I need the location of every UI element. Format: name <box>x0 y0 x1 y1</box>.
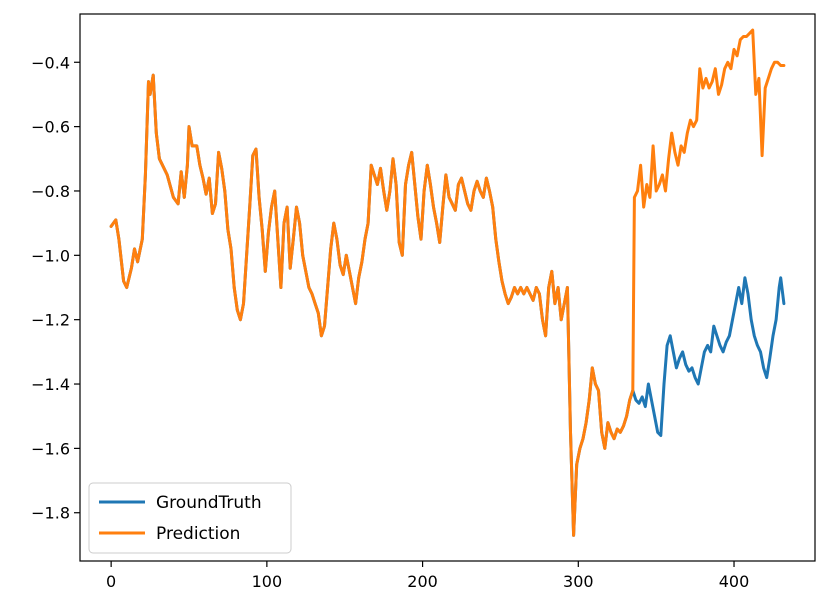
y-tick-label: −1.2 <box>31 311 70 330</box>
y-tick-label: −1.6 <box>31 439 70 458</box>
x-tick-label: 100 <box>252 572 283 591</box>
axes-frame <box>79 13 816 562</box>
y-tick-label: −1.0 <box>31 246 70 265</box>
x-tick-label: 0 <box>106 572 116 591</box>
legend: GroundTruth Prediction <box>88 482 292 554</box>
x-tick-label: 400 <box>719 572 750 591</box>
x-tick-label: 200 <box>407 572 438 591</box>
plot-area <box>80 14 815 561</box>
legend-label-prediction: Prediction <box>156 524 240 544</box>
y-tick-label: −0.6 <box>31 118 70 137</box>
y-tick-label: −0.4 <box>31 53 70 72</box>
legend-label-groundtruth: GroundTruth <box>156 493 262 513</box>
x-tick-label: 300 <box>563 572 594 591</box>
series-line-prediction <box>109 28 786 537</box>
y-tick-label: −0.8 <box>31 182 70 201</box>
y-tick-label: −1.8 <box>31 504 70 523</box>
x-axis: 0 100 200 300 400 <box>106 561 749 591</box>
series-layer <box>109 28 786 537</box>
y-tick-label: −1.4 <box>31 375 70 394</box>
y-axis: −1.8 −1.6 −1.4 −1.2 −1.0 −0.8 −0.6 −0.4 <box>31 53 80 523</box>
